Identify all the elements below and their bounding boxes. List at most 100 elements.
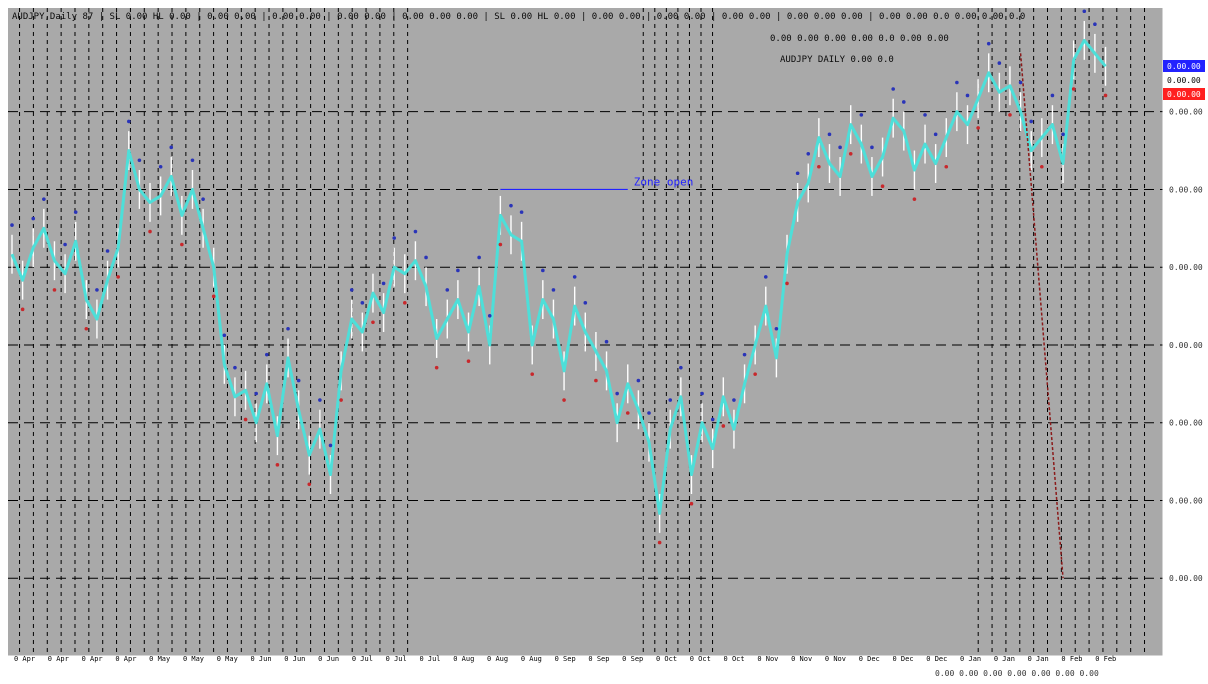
price-tag-box <box>1163 74 1205 86</box>
swing-marker <box>827 132 832 137</box>
swing-marker <box>859 113 864 117</box>
x-tick-label: 0 Apr <box>115 655 136 663</box>
swing-marker <box>371 320 375 325</box>
x-tick-label: 0 Jul <box>352 655 373 663</box>
swing-marker <box>817 164 821 169</box>
swing-marker <box>445 288 450 292</box>
swing-marker <box>1040 164 1044 169</box>
y-tick-label: 0.00.00 <box>1169 263 1203 272</box>
x-tick-label: 0 Dec <box>892 655 913 663</box>
swing-marker <box>1071 87 1076 91</box>
price-tag-label: 0.00.00 <box>1167 76 1201 85</box>
swing-marker <box>169 145 174 150</box>
swing-marker <box>1082 9 1087 14</box>
x-tick-label: 0 Aug <box>453 655 474 663</box>
swing-marker <box>477 255 481 260</box>
x-tick-label: 0 Jun <box>284 655 305 663</box>
swing-marker <box>923 113 927 117</box>
swing-marker <box>42 197 46 201</box>
swing-marker <box>424 255 428 260</box>
info-line-2: AUDJPY DAILY 0.00 0.0 <box>780 55 894 65</box>
swing-marker <box>530 372 535 376</box>
swing-marker <box>604 339 609 344</box>
y-tick-label: 0.00.00 <box>1169 574 1203 583</box>
swing-marker <box>360 301 365 305</box>
swing-marker <box>339 398 343 402</box>
x-tick-label: 0 Feb <box>1061 655 1082 663</box>
x-tick-label: 0 Jan <box>1028 655 1049 663</box>
swing-marker <box>710 417 715 422</box>
swing-marker <box>838 145 842 150</box>
swing-marker <box>1103 93 1108 98</box>
swing-marker <box>1008 113 1012 117</box>
swing-marker <box>647 411 651 415</box>
x-tick-label: 0 Sep <box>588 655 609 663</box>
swing-marker <box>902 100 906 104</box>
swing-marker <box>955 80 959 85</box>
swing-marker <box>286 326 290 331</box>
swing-marker <box>243 417 248 422</box>
x-tick-label: 0 May <box>149 655 170 663</box>
swing-marker <box>413 229 418 234</box>
swing-marker <box>487 314 492 318</box>
swing-marker <box>180 242 184 247</box>
x-tick-label: 0 Feb <box>1095 655 1116 663</box>
x-tick-label: 0 Apr <box>82 655 103 663</box>
swing-marker <box>615 391 619 396</box>
swing-marker <box>498 242 503 247</box>
swing-marker <box>636 378 641 383</box>
swing-marker <box>1061 132 1065 137</box>
swing-marker <box>126 119 131 124</box>
x-tick-label: 0 Dec <box>859 655 880 663</box>
trend-line <box>1019 53 1064 579</box>
swing-marker <box>392 236 397 240</box>
swing-marker <box>657 540 662 545</box>
x-tick-label: 0 Aug <box>487 655 508 663</box>
swing-marker <box>10 223 14 227</box>
swing-marker <box>997 61 1002 65</box>
status-text: AUDJPY,Daily 87 | SL 0.00 HL 0.00 | 0.00… <box>12 12 1025 22</box>
bottom-right-text: 0.00 0.00 0.00 0.00 0.00 0.00 0.00 <box>935 669 1099 678</box>
x-tick-label: 0 Jan <box>960 655 981 663</box>
swing-marker <box>381 281 386 286</box>
swing-marker <box>700 391 704 396</box>
swing-marker <box>763 275 768 279</box>
swing-marker <box>519 210 524 214</box>
x-tick-label: 0 Jun <box>318 655 339 663</box>
price-series <box>10 9 1108 545</box>
swing-marker <box>572 275 577 279</box>
swing-marker <box>583 301 588 305</box>
x-tick-label: 0 Dec <box>926 655 947 663</box>
swing-marker <box>965 93 970 98</box>
swing-marker <box>891 87 895 91</box>
swing-marker <box>211 294 216 299</box>
swing-marker <box>318 398 322 402</box>
annotations: Zone open <box>500 53 1064 579</box>
swing-marker <box>63 242 67 247</box>
y-tick-label: 0.00.00 <box>1169 108 1203 117</box>
x-tick-label: 0 Oct <box>656 655 677 663</box>
swing-marker <box>296 378 301 383</box>
swing-marker <box>912 197 917 201</box>
x-tick-label: 0 Aug <box>521 655 542 663</box>
price-line <box>10 38 1107 515</box>
info-line-1: 0.00 0.00 0.00 0.00 0.0 0.00 0.00 <box>770 34 949 44</box>
swing-marker <box>785 281 789 286</box>
x-tick-label: 0 Jun <box>251 655 272 663</box>
x-tick-label: 0 Jul <box>419 655 440 663</box>
swing-marker <box>222 333 227 338</box>
swing-marker <box>403 301 407 305</box>
swing-marker <box>1029 119 1033 124</box>
swing-marker <box>933 132 938 137</box>
swing-marker <box>158 164 163 169</box>
x-tick-label: 0 Jan <box>994 655 1015 663</box>
swing-marker <box>625 411 630 415</box>
x-tick-label: 0 May <box>183 655 204 663</box>
swing-marker <box>233 365 237 370</box>
swing-marker <box>870 145 874 150</box>
swing-marker <box>806 152 811 156</box>
swing-marker <box>753 372 757 376</box>
swing-marker <box>95 288 99 292</box>
swing-marker <box>307 482 312 487</box>
